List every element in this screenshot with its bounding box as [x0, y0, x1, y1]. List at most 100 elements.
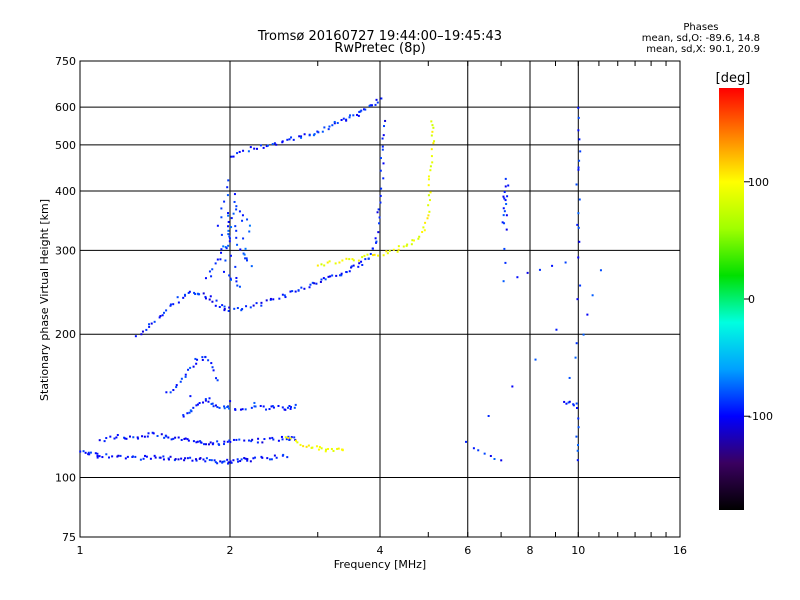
- data-point: [198, 402, 201, 405]
- data-point: [242, 252, 245, 255]
- data-point: [575, 342, 578, 345]
- data-point: [263, 438, 266, 441]
- data-point: [331, 124, 334, 127]
- data-point: [503, 197, 506, 200]
- data-point: [247, 150, 250, 153]
- data-point: [578, 198, 581, 201]
- data-point: [235, 276, 238, 279]
- data-point: [192, 406, 195, 409]
- data-point: [335, 274, 338, 277]
- data-point: [290, 436, 293, 439]
- data-point: [230, 155, 233, 158]
- data-point: [371, 247, 374, 250]
- data-point: [245, 257, 248, 260]
- data-point: [574, 356, 577, 359]
- data-point: [265, 145, 268, 148]
- data-point: [250, 265, 253, 268]
- data-point: [227, 405, 230, 408]
- data-point: [107, 456, 110, 459]
- data-point: [293, 406, 296, 409]
- data-point: [210, 362, 213, 365]
- data-point: [209, 441, 212, 444]
- data-point: [430, 155, 433, 158]
- data-point: [249, 146, 252, 149]
- data-point: [503, 222, 506, 225]
- data-point: [339, 274, 342, 277]
- data-point: [563, 400, 566, 403]
- data-point: [208, 397, 211, 400]
- data-point: [246, 458, 249, 461]
- data-point: [174, 436, 177, 439]
- data-point: [105, 453, 108, 456]
- data-point: [234, 225, 237, 228]
- data-point: [313, 133, 316, 136]
- data-point: [195, 459, 198, 462]
- data-point: [315, 445, 318, 448]
- data-point: [208, 298, 211, 301]
- data-point: [227, 462, 230, 465]
- data-point: [137, 437, 140, 440]
- data-point: [235, 236, 238, 239]
- data-point: [113, 437, 116, 440]
- data-point: [577, 444, 580, 447]
- data-point: [381, 137, 384, 140]
- data-point: [286, 406, 289, 409]
- data-point: [175, 384, 178, 387]
- data-point: [232, 212, 235, 215]
- data-point: [327, 447, 330, 450]
- data-point: [210, 275, 213, 278]
- data-point: [281, 406, 284, 409]
- data-point: [96, 452, 99, 455]
- data-point: [311, 446, 314, 449]
- data-point: [502, 207, 505, 210]
- data-point: [174, 458, 177, 461]
- data-point: [534, 358, 537, 361]
- data-point: [360, 260, 363, 263]
- data-point: [376, 101, 379, 104]
- data-point: [201, 358, 204, 361]
- data-point: [270, 405, 273, 408]
- data-point: [308, 286, 311, 289]
- data-point: [369, 252, 372, 255]
- data-point: [406, 243, 409, 246]
- data-point: [568, 376, 571, 379]
- data-point: [216, 224, 219, 227]
- data-point: [212, 442, 215, 445]
- data-point: [382, 254, 385, 257]
- data-point: [254, 405, 257, 408]
- data-point: [98, 439, 101, 442]
- data-point: [204, 295, 207, 298]
- data-point: [379, 169, 382, 172]
- data-point: [192, 440, 195, 443]
- data-point: [119, 454, 122, 457]
- data-point: [236, 307, 239, 310]
- data-point: [272, 406, 275, 409]
- data-point: [576, 449, 579, 452]
- data-point: [193, 291, 196, 294]
- data-point: [162, 455, 165, 458]
- data-point: [572, 403, 575, 406]
- data-point: [577, 166, 580, 169]
- data-point: [329, 275, 332, 278]
- data-point: [358, 110, 361, 113]
- data-point: [201, 356, 204, 359]
- data-point: [172, 303, 175, 306]
- data-point: [152, 432, 155, 435]
- data-point: [361, 256, 364, 259]
- data-point: [303, 133, 306, 136]
- data-point: [504, 177, 507, 180]
- data-point: [218, 406, 221, 409]
- data-point: [229, 400, 232, 403]
- data-point: [430, 148, 433, 151]
- data-point: [575, 183, 578, 186]
- data-point: [238, 285, 241, 288]
- data-point: [207, 443, 210, 446]
- data-point: [227, 225, 230, 228]
- data-point: [397, 245, 400, 248]
- data-point: [144, 454, 147, 457]
- data-point: [366, 253, 369, 256]
- data-point: [255, 302, 258, 305]
- data-point: [303, 287, 306, 290]
- data-point: [227, 220, 230, 223]
- data-point: [262, 146, 265, 149]
